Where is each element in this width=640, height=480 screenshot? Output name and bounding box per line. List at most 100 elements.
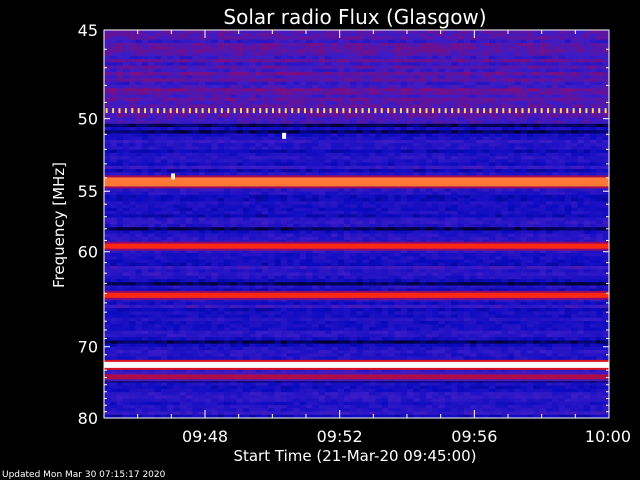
noise-cell [154, 230, 162, 235]
noise-cell [444, 224, 452, 228]
noise-cell [299, 39, 307, 44]
noise-cell [470, 139, 477, 144]
noise-cell [141, 201, 149, 205]
noise-cell [236, 230, 244, 235]
noise-cell [318, 191, 326, 196]
noise-cell [545, 211, 553, 215]
noise-cell [280, 207, 288, 212]
noise-cell [369, 207, 376, 212]
noise-cell [192, 194, 200, 199]
noise-cell [482, 88, 490, 92]
noise-cell [261, 230, 269, 235]
noise-cell [533, 104, 540, 108]
noise-cell [407, 191, 414, 196]
noise-cell [533, 36, 540, 41]
noise-cell [508, 68, 515, 73]
noise-cell [167, 133, 174, 138]
noise-cell [173, 94, 181, 99]
noise-cell [293, 55, 301, 60]
noise-cell [602, 101, 610, 105]
noise-cell [602, 136, 610, 141]
noise-cell [312, 211, 320, 215]
noise-cell [476, 224, 484, 228]
noise-cell [192, 146, 200, 151]
noise-cell [438, 133, 446, 138]
noise-cell [299, 152, 307, 157]
noise-cell [577, 211, 585, 215]
noise-cell [167, 94, 174, 99]
noise-cell [470, 117, 477, 121]
noise-cell [369, 36, 376, 41]
noise-cell [362, 165, 370, 170]
noise-cell [268, 220, 275, 225]
noise-cell [413, 207, 421, 212]
noise-cell [293, 172, 301, 176]
noise-cell [602, 42, 610, 47]
noise-cell [539, 227, 547, 231]
noise-cell [249, 227, 256, 231]
noise-cell [564, 224, 572, 228]
noise-cell [116, 59, 124, 63]
noise-cell [463, 120, 471, 125]
noise-cell [141, 217, 149, 222]
noise-cell [350, 198, 357, 202]
noise-cell [141, 68, 149, 73]
noise-cell [299, 211, 307, 215]
noise-cell [489, 120, 496, 125]
noise-cell [514, 227, 522, 231]
noise-cell [369, 194, 376, 199]
noise-cell [173, 198, 181, 202]
noise-cell [198, 46, 206, 50]
noise-cell [381, 146, 389, 151]
noise-cell [362, 188, 370, 193]
noise-cell [356, 52, 364, 57]
noise-cell [141, 198, 149, 202]
noise-cell [407, 146, 414, 151]
noise-cell [337, 104, 345, 108]
noise-cell [564, 227, 572, 231]
noise-cell [173, 136, 181, 141]
noise-cell [268, 120, 275, 125]
noise-cell [596, 149, 604, 154]
noise-cell [533, 46, 540, 50]
noise-cell [110, 191, 118, 196]
noise-cell [116, 65, 124, 70]
noise-cell [520, 133, 528, 138]
noise-cell [331, 117, 338, 121]
noise-cell [280, 68, 288, 73]
noise-cell [186, 136, 193, 141]
noise-cell [274, 207, 282, 212]
noise-cell [508, 123, 515, 128]
noise-cell [545, 207, 553, 212]
noise-cell [539, 55, 547, 60]
noise-cell [160, 172, 168, 176]
noise-cell [552, 133, 559, 138]
noise-cell [596, 127, 604, 131]
noise-cell [400, 120, 408, 125]
noise-cell [236, 101, 244, 105]
noise-cell [425, 97, 433, 102]
noise-cell [249, 230, 256, 235]
noise-cell [444, 156, 452, 160]
noise-cell [154, 146, 162, 151]
noise-cell [558, 133, 566, 138]
noise-cell [116, 68, 124, 73]
noise-cell [179, 152, 187, 157]
noise-cell [514, 68, 522, 73]
noise-cell [154, 220, 162, 225]
noise-cell [457, 33, 465, 37]
noise-cell [356, 224, 364, 228]
noise-cell [476, 75, 484, 79]
noise-cell [407, 75, 414, 79]
noise-cell [223, 220, 231, 225]
noise-cell [520, 169, 528, 173]
noise-cell [242, 139, 250, 144]
noise-cell [129, 36, 136, 41]
noise-cell [280, 194, 288, 199]
noise-cell [318, 169, 326, 173]
noise-cell [438, 52, 446, 57]
noise-cell [463, 49, 471, 54]
noise-cell [419, 224, 427, 228]
noise-cell [230, 72, 237, 76]
noise-cell [362, 78, 370, 83]
